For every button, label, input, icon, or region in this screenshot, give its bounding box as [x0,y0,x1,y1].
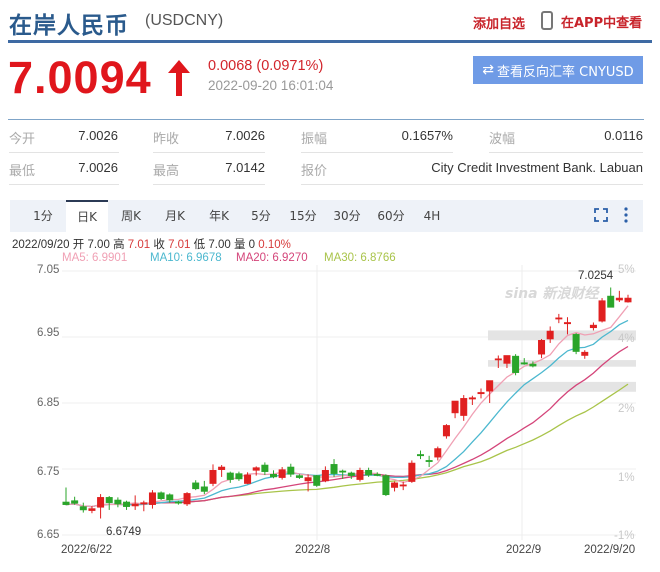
x-tick: 2022/9/20 [584,544,636,556]
current-price: 7.0094 [8,52,152,103]
volume-value: 0 [248,239,256,251]
stat-label-quoter: 报价 [301,163,328,178]
divider [489,152,643,153]
high-label: 高 [113,239,125,251]
low-value: 7.00 [208,239,231,251]
stat-label-low: 最低 [9,163,36,178]
divider [9,184,119,185]
x-tick: 2022/9 [506,544,542,556]
reverse-rate-label: 查看反向汇率 CNYUSD [497,64,634,80]
stat-label-prev-close: 昨收 [153,131,180,146]
divider [301,152,453,153]
y-tick: 6.75 [37,466,60,478]
ma5-legend: MA5: 6.9901 [62,252,128,264]
price-change: 0.0068 (0.0971%) [208,58,324,74]
min-price-annotation: 6.6749 [106,526,142,538]
swap-icon: ⇄ [482,62,495,78]
stat-value-range: 0.0116 [604,128,643,143]
quote-timestamp: 2022-09-20 16:01:04 [208,78,334,93]
close-value: 7.01 [168,239,191,251]
high-value: 7.01 [127,239,151,251]
close-label: 收 [153,239,165,251]
stat-value-amplitude: 0.1657% [401,128,453,143]
pct-tick: -1% [614,530,635,542]
reverse-rate-button[interactable]: ⇄ 查看反向汇率 CNYUSD [473,56,643,84]
tab-monthly-k[interactable]: 月K [165,209,185,223]
divider [301,184,643,185]
ma10-legend: MA10: 6.9678 [150,252,222,264]
tab-60min[interactable]: 60分 [377,209,405,223]
pct-tick: 5% [618,264,635,276]
open-label: 开 [72,239,85,251]
tab-4h[interactable]: 4H [423,209,441,223]
divider [153,152,265,153]
divider [9,152,119,153]
up-arrow-icon [168,60,190,96]
stats-divider [8,119,644,120]
y-tick: 7.05 [37,264,60,276]
stat-value-quoter: City Credit Investment Bank. Labuan [431,160,643,175]
page-title: 在岸人民币 [9,13,129,39]
pct-tick: 4% [618,333,635,345]
tab-30min[interactable]: 30分 [333,209,361,223]
more-options-icon[interactable] [622,206,630,224]
ma20-legend: MA20: 6.9270 [236,252,308,264]
ohlc-date: 2022/09/20 [12,239,70,251]
stat-value-high: 7.0142 [225,160,265,175]
view-in-app-link[interactable]: 在APP中查看 [561,16,643,31]
stat-value-prev-close: 7.0026 [225,128,265,143]
stat-label-open: 今开 [9,131,36,146]
tab-weekly-k[interactable]: 周K [121,209,141,223]
volume-label: 量 [233,239,246,251]
max-price-annotation: 7.0254 [578,270,614,282]
x-tick: 2022/8 [295,544,331,556]
stat-label-high: 最高 [153,163,180,178]
ma30-legend: MA30: 6.8766 [324,252,396,264]
phone-icon [541,11,553,30]
tab-5min[interactable]: 5分 [251,209,271,223]
y-tick: 6.95 [37,327,60,339]
open-value: 7.00 [87,239,110,251]
sina-watermark: sina 新浪财经 [505,286,599,302]
tab-yearly-k[interactable]: 年K [209,209,229,223]
stat-label-range: 波幅 [489,131,516,146]
low-label: 低 [193,239,206,251]
y-tick: 6.85 [37,397,60,409]
stat-label-amplitude: 振幅 [301,131,328,146]
pct-tick: 2% [618,403,635,415]
tab-daily-k[interactable]: 日K [66,200,108,232]
tab-1min[interactable]: 1分 [33,209,53,223]
period-tabbar: 1分 日K 周K 月K 年K 5分 15分 30分 60分 4H [10,200,643,232]
header: 在岸人民币 (USDCNY) 添加自选 在APP中查看 [0,0,660,42]
add-favorite-link[interactable]: 添加自选 [473,17,526,32]
pct-tick: 1% [618,472,635,484]
y-tick: 6.65 [37,529,60,541]
stat-value-open: 7.0026 [78,128,118,143]
stat-value-low: 7.0026 [78,160,118,175]
x-tick: 2022/6/22 [61,544,113,556]
divider [153,184,265,185]
candlestick-chart[interactable] [0,260,660,550]
tab-15min[interactable]: 15分 [289,209,317,223]
pct-change-value: 0.10% [258,239,291,251]
symbol-code: (USDCNY) [145,12,224,29]
header-divider [8,40,652,43]
ohlc-readout: 2022/09/20 开 7.00 高 7.01 收 7.01 低 7.00 量… [12,236,291,252]
fullscreen-icon[interactable] [594,208,608,222]
